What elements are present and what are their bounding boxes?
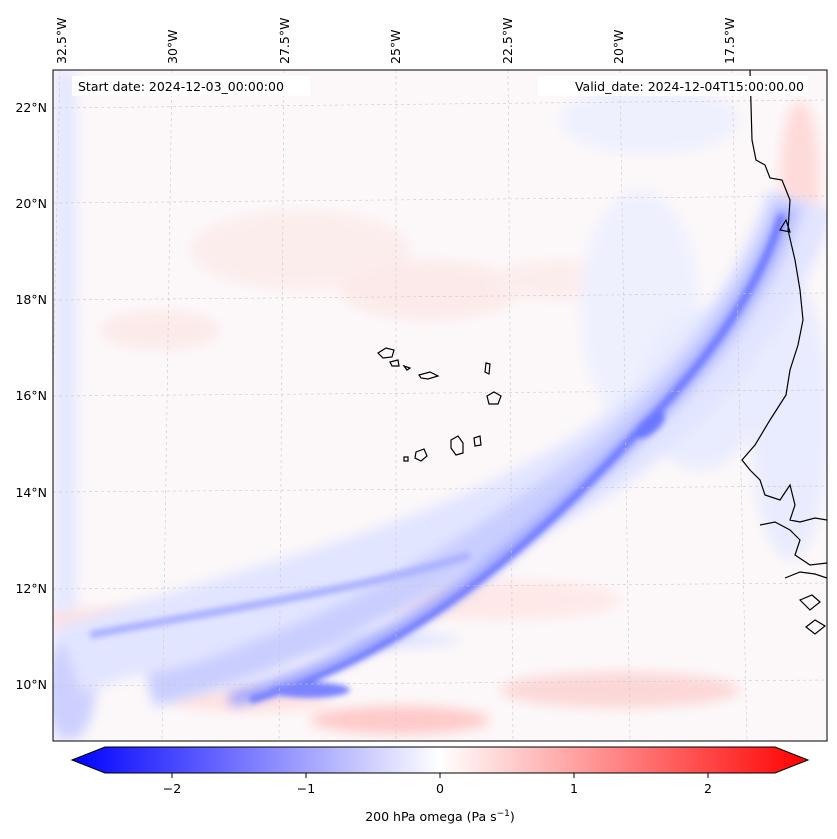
omega-field [53,70,827,741]
colorbar-label: 200 hPa omega (Pa s−1) [365,809,515,824]
lon-label: 25°W [388,29,403,64]
lon-label: 27.5°W [277,18,292,64]
colorbar-tick-label: 2 [704,781,712,796]
cape-verde-islands [377,347,502,462]
lat-label: 12°N [15,581,47,596]
colorbar-tick-label: 0 [436,781,444,796]
lat-label: 16°N [15,388,47,403]
map-frame [52,69,828,742]
colorbar-body [70,746,810,774]
gridlines [53,70,827,741]
colorbar-tick-label: −1 [297,781,315,796]
lon-label: 20°W [611,29,626,64]
colorbar: −2 −1 0 1 2 200 hPa omega (Pa s−1) [70,746,810,824]
colorbar-tick-label: 1 [570,781,578,796]
lat-label: 22°N [15,100,47,115]
start-date-box [72,76,310,96]
valid-date-label: Valid_date: 2024-12-04T15:00:00.00 [575,79,804,94]
lon-label: 17.5°W [722,18,737,64]
map-panel: Start date: 2024-12-03_00:00:00 Valid_da… [15,18,828,742]
top-longitude-labels: 32.5°W 30°W 27.5°W 25°W 22.5°W 20°W 17.5… [54,18,737,64]
colorbar-tick-label: −2 [163,781,181,796]
lon-label: 32.5°W [54,18,69,64]
lat-label: 10°N [15,677,47,692]
lat-label: 14°N [15,485,47,500]
left-latitude-labels: 22°N 20°N 18°N 16°N 14°N 12°N 10°N [15,100,47,692]
colorbar-ticks: −2 −1 0 1 2 [163,773,712,796]
lat-label: 18°N [15,292,47,307]
lat-label: 20°N [15,196,47,211]
lon-label: 30°W [165,29,180,64]
lon-label: 22.5°W [500,18,515,64]
west-africa-coastline [741,70,827,635]
start-date-label: Start date: 2024-12-03_00:00:00 [78,79,284,94]
valid-date-box [538,76,808,96]
